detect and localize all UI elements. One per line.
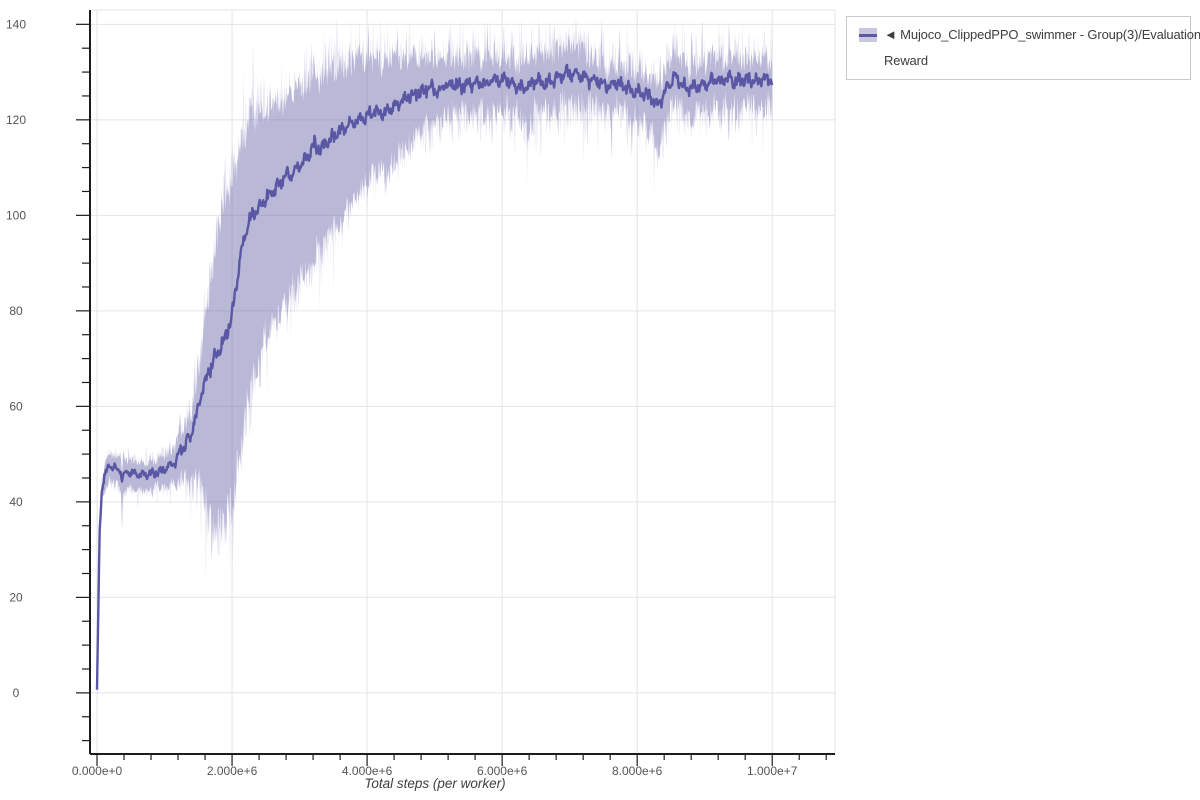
y-tick-label: 120 bbox=[6, 113, 26, 127]
series-swatch-icon bbox=[859, 28, 877, 42]
x-tick-label: 2.000e+6 bbox=[207, 764, 258, 778]
confidence-band-fuzz bbox=[97, 17, 773, 701]
legend-label: ◄ Mujoco_ClippedPPO_swimmer - Group(3)/E… bbox=[884, 22, 1200, 74]
legend-label-line2: Reward bbox=[884, 53, 928, 68]
confidence-band bbox=[97, 21, 773, 701]
y-tick-label: 80 bbox=[9, 304, 23, 318]
y-tick-label: 100 bbox=[6, 208, 26, 222]
y-tick-label: 0 bbox=[13, 686, 20, 700]
mean-reward-line bbox=[95, 63, 774, 690]
y-tick-label: 60 bbox=[9, 399, 23, 413]
y-tick-label: 140 bbox=[6, 17, 26, 31]
x-tick-label: 1.000e+7 bbox=[747, 764, 798, 778]
axis-layer: 0 20 40 60 80 100 120 140 0.000e+0 2.000e+6 4.000e… bbox=[6, 10, 835, 778]
x-tick-label: 6.000e+6 bbox=[477, 764, 528, 778]
legend-entry[interactable]: ◄ Mujoco_ClippedPPO_swimmer - Group(3)/E… bbox=[859, 22, 1200, 74]
grid-layer bbox=[89, 9, 836, 755]
y-tick-label: 20 bbox=[9, 590, 23, 604]
legend-box: ◄ Mujoco_ClippedPPO_swimmer - Group(3)/E… bbox=[846, 16, 1200, 80]
x-tick-label: 0.000e+0 bbox=[72, 764, 123, 778]
x-axis-title: Total steps (per worker) bbox=[364, 776, 506, 791]
x-tick-label: 4.000e+6 bbox=[342, 764, 393, 778]
series-line-icon bbox=[859, 33, 877, 37]
legend-label-line1: ◄ Mujoco_ClippedPPO_swimmer - Group(3)/E… bbox=[884, 27, 1200, 42]
series-layer bbox=[95, 17, 774, 701]
y-tick-label: 40 bbox=[9, 495, 23, 509]
x-tick-label: 8.000e+6 bbox=[612, 764, 663, 778]
